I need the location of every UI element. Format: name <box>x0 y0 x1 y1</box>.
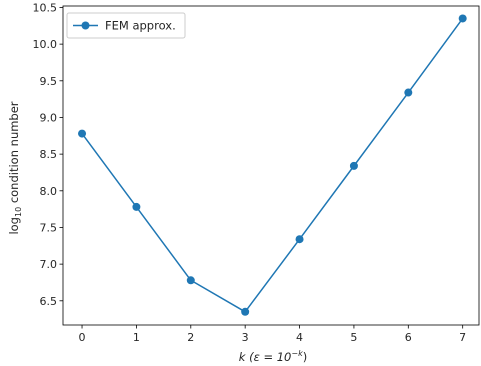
data-point <box>186 276 195 285</box>
legend-marker-swatch <box>81 21 90 30</box>
data-point <box>241 307 250 316</box>
data-point <box>404 88 413 97</box>
y-tick-label: 6.5 <box>40 295 58 308</box>
y-axis-label-prefix: log <box>7 217 21 235</box>
x-axis-label-superscript: −k <box>291 349 303 358</box>
series-line <box>81 18 464 313</box>
y-axis-label: log10 condition number <box>7 101 23 234</box>
x-tick-label: 2 <box>187 331 194 344</box>
y-tick-label: 10.5 <box>33 1 58 14</box>
legend-label: FEM approx. <box>105 19 176 33</box>
axes-frame <box>62 5 480 326</box>
x-tick-label: 3 <box>242 331 249 344</box>
y-axis-ticks: 6.5 7.0 7.5 8.0 8.5 9.0 9.5 10.0 10.5 <box>33 1 63 308</box>
y-axis-label-suffix: condition number <box>7 101 21 207</box>
data-point <box>295 235 304 244</box>
x-axis-ticks: 0 1 2 3 4 5 6 7 <box>79 325 466 344</box>
y-tick-label: 7.5 <box>40 221 58 234</box>
legend: FEM approx. <box>66 12 186 39</box>
y-tick-label: 8.0 <box>40 185 58 198</box>
data-point <box>458 14 467 23</box>
y-axis-label-subscript: 10 <box>14 207 23 217</box>
data-point <box>78 129 87 138</box>
plot-area <box>62 5 480 326</box>
y-tick-label: 10.0 <box>33 38 58 51</box>
x-tick-label: 0 <box>79 331 86 344</box>
y-tick-label: 8.5 <box>40 148 58 161</box>
y-tick-label: 7.0 <box>40 258 58 271</box>
x-tick-label: 1 <box>133 331 140 344</box>
x-tick-label: 4 <box>296 331 303 344</box>
x-tick-label: 5 <box>350 331 357 344</box>
y-tick-label: 9.0 <box>40 111 58 124</box>
x-axis-label-tail: ) <box>303 350 308 364</box>
x-tick-label: 7 <box>459 331 466 344</box>
data-point <box>349 161 358 170</box>
legend-box <box>66 12 186 39</box>
x-axis-label: k (ε = 10−k) <box>239 349 307 364</box>
x-tick-label: 6 <box>405 331 412 344</box>
x-axis-label-main: k (ε = 10 <box>239 350 292 364</box>
data-point <box>132 202 141 211</box>
series-layer <box>78 14 467 316</box>
y-tick-label: 9.5 <box>40 75 58 88</box>
